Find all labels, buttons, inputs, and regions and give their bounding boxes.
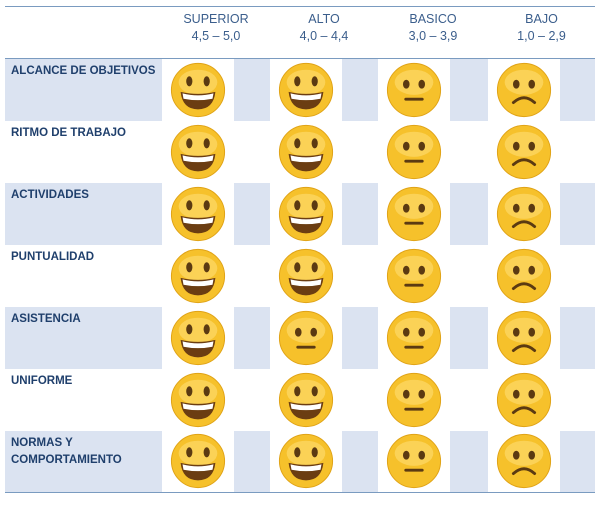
grinning-face-icon (270, 430, 342, 492)
rating-cell-bajo (488, 120, 595, 183)
level-name: BAJO (525, 12, 558, 26)
rating-cell-bajo (488, 58, 595, 121)
rating-cell-alto (270, 58, 378, 121)
rating-cell-superior (162, 244, 270, 307)
rating-row: UNIFORME (5, 368, 595, 431)
header-level-bajo: BAJO 1,0 – 2,9 (488, 6, 595, 59)
neutral-face-icon (270, 306, 342, 369)
grinning-face-icon (162, 120, 234, 183)
rating-cell-alto (270, 306, 378, 369)
rating-rows: ALCANCE DE OBJETIVOS RITMO DE TRABAJO ACTI… (5, 58, 595, 493)
header-corner-cell (5, 6, 162, 59)
frowning-face-icon (488, 244, 560, 307)
grinning-face-icon (162, 368, 234, 431)
frowning-face-icon (488, 368, 560, 431)
header-level-basico: BASICO 3,0 – 3,9 (378, 6, 488, 59)
rating-scale-table-wrapper: SUPERIOR 4,5 – 5,0 ALTO 4,0 – 4,4 BASICO… (5, 6, 595, 493)
rating-cell-alto (270, 120, 378, 183)
grinning-face-icon (270, 120, 342, 183)
rating-scale-table: SUPERIOR 4,5 – 5,0 ALTO 4,0 – 4,4 BASICO… (5, 6, 595, 493)
rating-cell-basico (378, 244, 488, 307)
neutral-face-icon (378, 120, 450, 183)
level-range: 4,5 – 5,0 (191, 29, 241, 43)
frowning-face-icon (488, 182, 560, 245)
level-name: ALTO (308, 12, 340, 26)
rating-cell-superior (162, 120, 270, 183)
rating-cell-alto (270, 244, 378, 307)
rating-row: NORMAS Y COMPORTAMIENTO (5, 430, 595, 493)
rating-cell-superior (162, 182, 270, 245)
frowning-face-icon (488, 306, 560, 369)
neutral-face-icon (378, 368, 450, 431)
rating-row: RITMO DE TRABAJO (5, 120, 595, 183)
grinning-face-icon (162, 182, 234, 245)
level-range: 3,0 – 3,9 (408, 29, 458, 43)
rating-cell-alto (270, 430, 378, 493)
grinning-face-icon (270, 244, 342, 307)
rating-cell-basico (378, 182, 488, 245)
rating-cell-alto (270, 182, 378, 245)
rating-cell-basico (378, 120, 488, 183)
rating-cell-basico (378, 368, 488, 431)
grinning-face-icon (162, 430, 234, 492)
rating-cell-superior (162, 58, 270, 121)
level-name: SUPERIOR (183, 12, 249, 26)
criterion-label: UNIFORME (11, 374, 73, 387)
rating-row: ASISTENCIA (5, 306, 595, 369)
rating-cell-bajo (488, 368, 595, 431)
header-level-alto: ALTO 4,0 – 4,4 (270, 6, 378, 59)
neutral-face-icon (378, 59, 450, 121)
header-level-superior: SUPERIOR 4,5 – 5,0 (162, 6, 270, 59)
neutral-face-icon (378, 430, 450, 492)
grinning-face-icon (270, 59, 342, 121)
rating-cell-bajo (488, 244, 595, 307)
rating-cell-basico (378, 306, 488, 369)
rating-cell-basico (378, 58, 488, 121)
rating-row: ACTIVIDADES (5, 182, 595, 245)
rating-cell-bajo (488, 430, 595, 493)
rating-cell-bajo (488, 306, 595, 369)
criterion-label: ASISTENCIA (5, 306, 162, 369)
frowning-face-icon (488, 430, 560, 492)
level-range: 1,0 – 2,9 (517, 29, 566, 43)
neutral-face-icon (378, 244, 450, 307)
rating-cell-basico (378, 430, 488, 493)
grinning-face-icon (270, 182, 342, 245)
rating-cell-alto (270, 368, 378, 431)
neutral-face-icon (378, 306, 450, 369)
neutral-face-icon (378, 182, 450, 245)
criterion-label: PUNTUALIDAD (11, 250, 95, 263)
grinning-face-icon (162, 59, 234, 121)
frowning-face-icon (488, 120, 560, 183)
level-name: BASICO (409, 12, 457, 26)
grinning-face-icon (162, 244, 234, 307)
grinning-face-icon (162, 306, 234, 369)
grinning-face-icon (270, 368, 342, 431)
criterion-label: RITMO DE TRABAJO (11, 126, 126, 139)
criterion-label: NORMAS Y COMPORTAMIENTO (5, 430, 162, 493)
rating-cell-superior (162, 306, 270, 369)
criterion-label: ALCANCE DE OBJETIVOS (5, 58, 162, 121)
rating-cell-superior (162, 430, 270, 493)
level-range: 4,0 – 4,4 (299, 29, 349, 43)
frowning-face-icon (488, 59, 560, 121)
header-row: SUPERIOR 4,5 – 5,0 ALTO 4,0 – 4,4 BASICO… (5, 6, 595, 59)
rating-cell-bajo (488, 182, 595, 245)
rating-row: PUNTUALIDAD (5, 244, 595, 307)
rating-cell-superior (162, 368, 270, 431)
rating-row: ALCANCE DE OBJETIVOS (5, 58, 595, 121)
criterion-label: ACTIVIDADES (5, 182, 162, 245)
